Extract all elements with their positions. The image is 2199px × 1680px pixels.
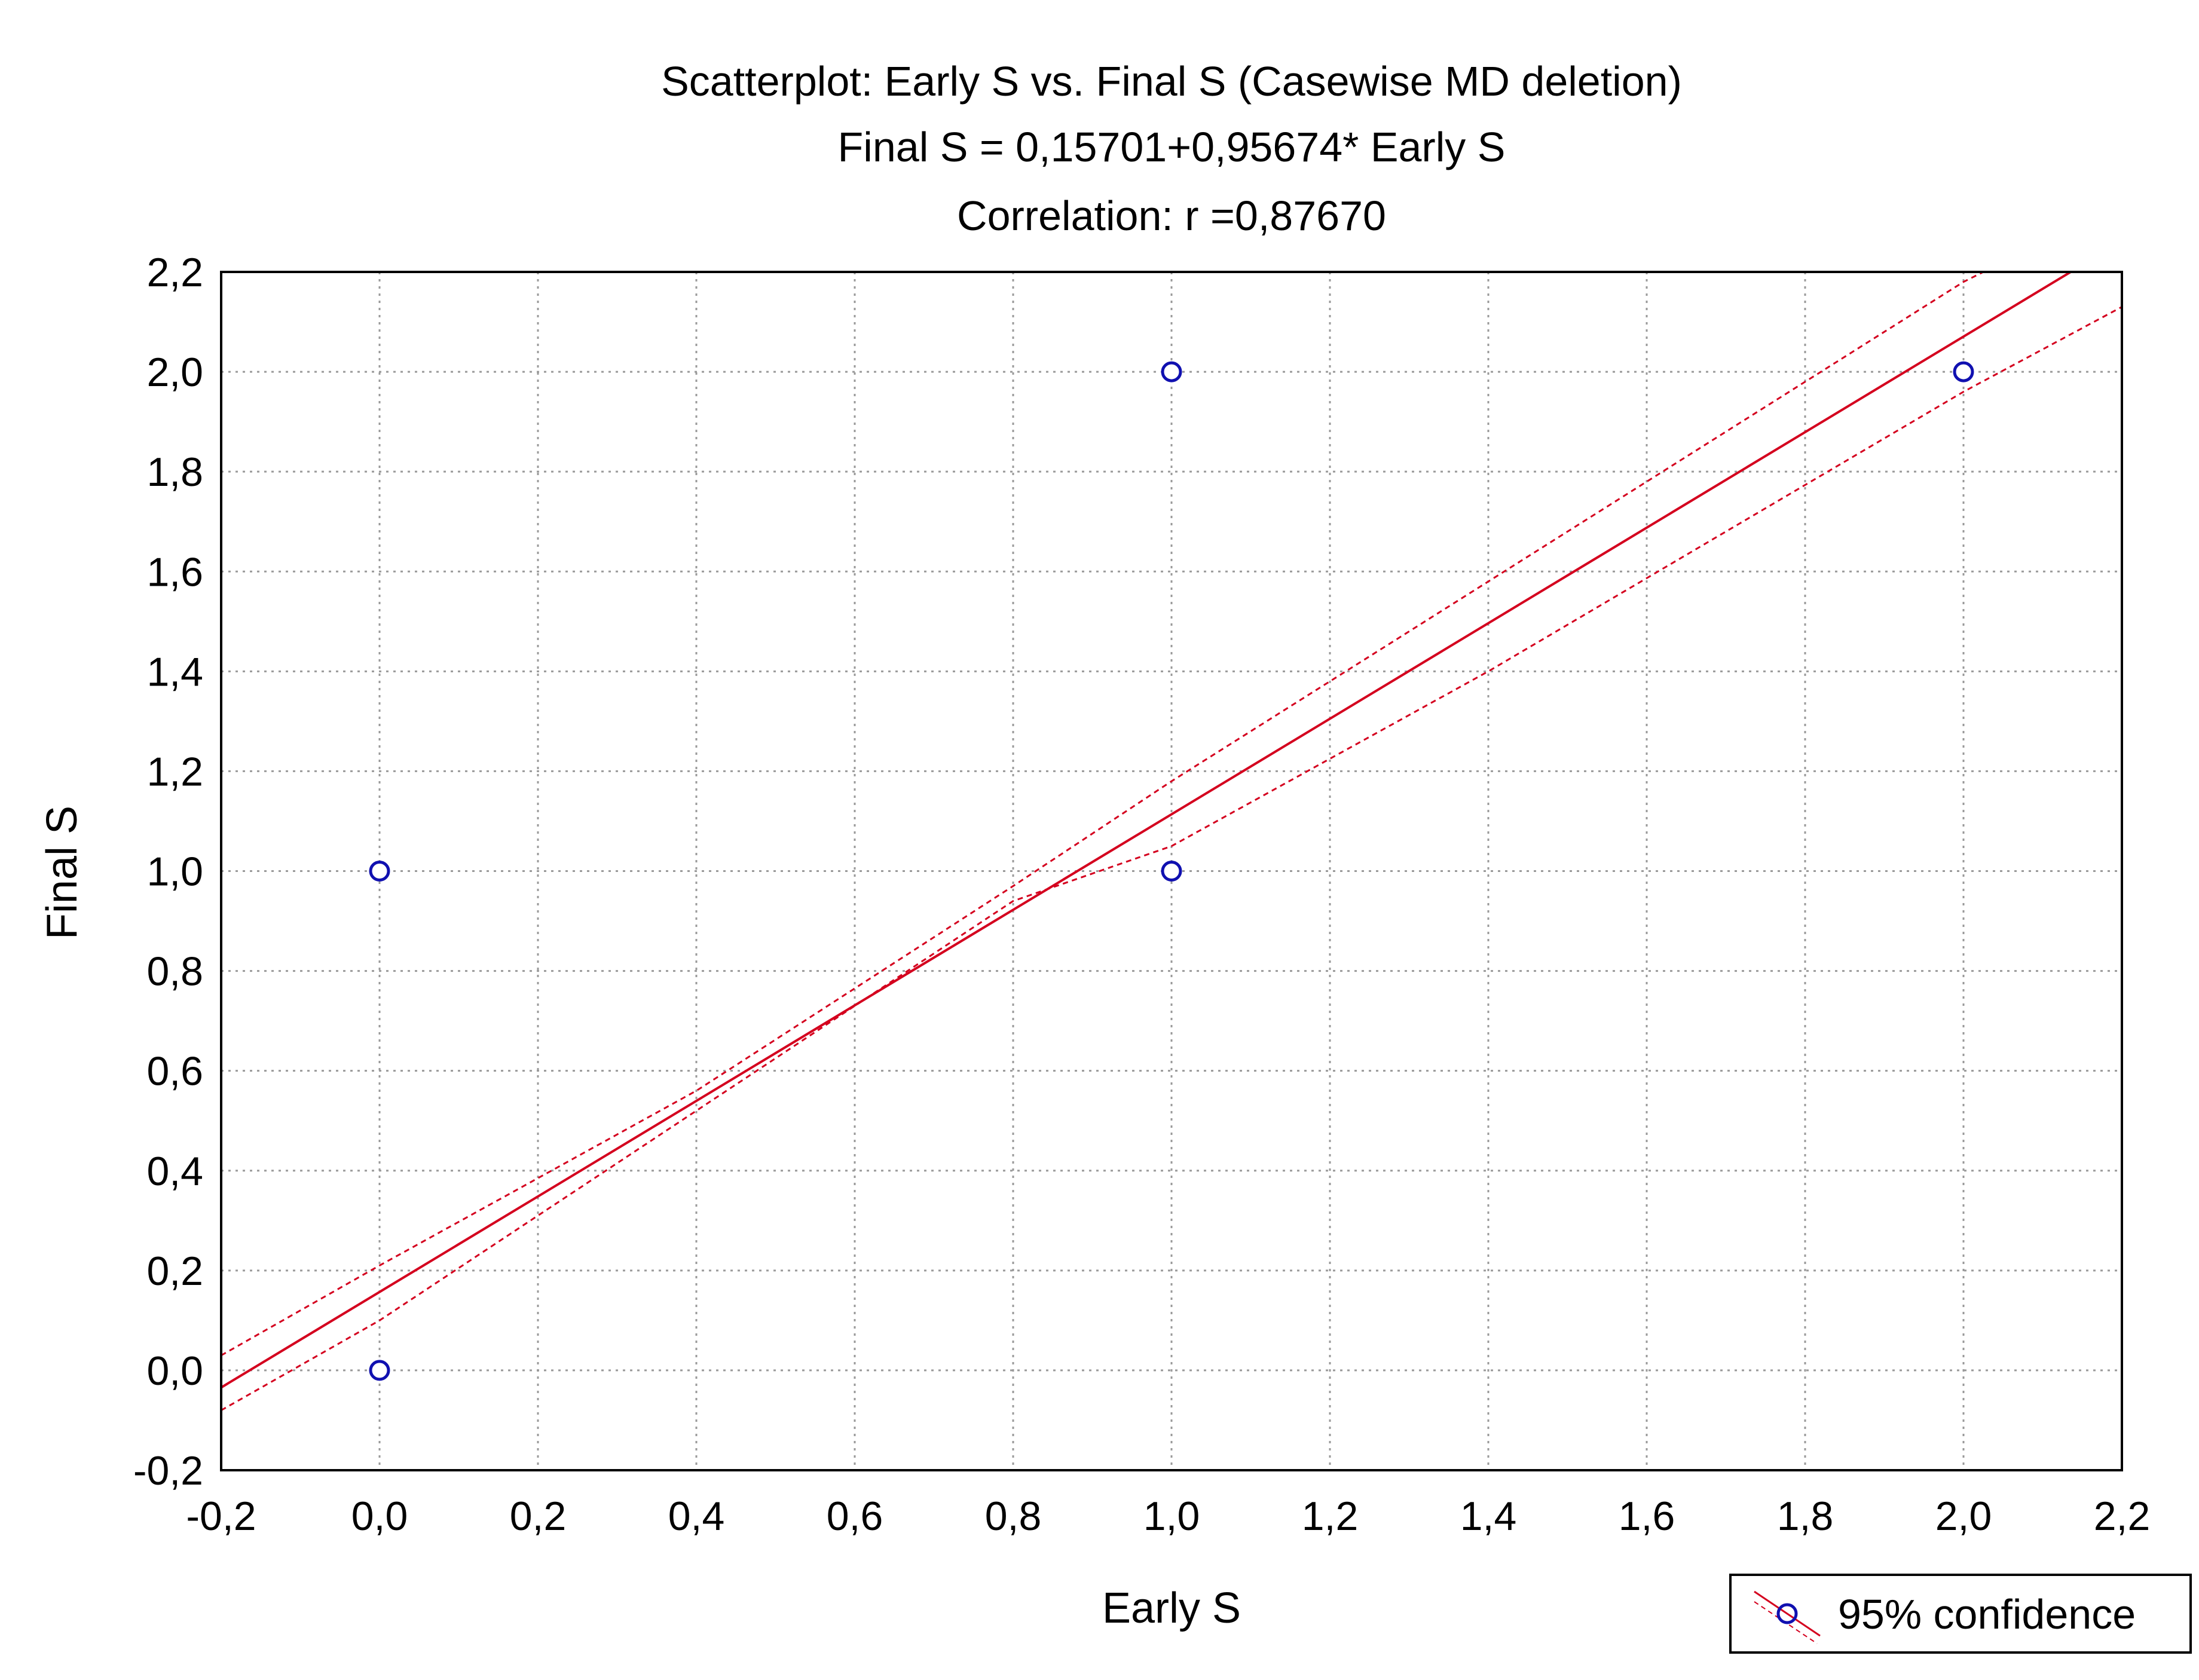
x-axis-label: Early S bbox=[1102, 1584, 1241, 1632]
x-tick-label: 1,4 bbox=[1460, 1494, 1517, 1539]
x-tick-label: 0,0 bbox=[351, 1494, 408, 1539]
chart-correlation: Correlation: r =0,87670 bbox=[957, 192, 1386, 239]
x-tick-labels: -0,2 0,0 0,2 0,4 0,6 0,8 1,0 1,2 1,4 1,6 1,8 2,0 2,2 bbox=[186, 1494, 2150, 1539]
y-tick-label: 1,2 bbox=[146, 749, 203, 794]
data-point bbox=[1161, 861, 1182, 882]
y-tick-label: 1,0 bbox=[146, 849, 203, 895]
y-tick-label: 0,8 bbox=[146, 949, 203, 994]
confidence-band-lower bbox=[221, 306, 2122, 1412]
data-point bbox=[369, 1360, 390, 1381]
x-tick-label: -0,2 bbox=[186, 1494, 256, 1539]
data-point bbox=[1161, 361, 1182, 382]
chart-title: Scatterplot: Early S vs. Final S (Casewi… bbox=[661, 58, 1682, 105]
data-point bbox=[1953, 361, 1974, 382]
legend-box bbox=[1729, 1574, 2192, 1654]
x-tick-label: 1,6 bbox=[1619, 1494, 1675, 1539]
x-tick-label: 0,4 bbox=[668, 1494, 725, 1539]
x-tick-label: 1,2 bbox=[1302, 1494, 1359, 1539]
y-tick-label: 1,4 bbox=[146, 649, 203, 694]
legend-marker-icon bbox=[1776, 1603, 1798, 1624]
x-tick-label: 0,6 bbox=[827, 1494, 883, 1539]
confidence-band-upper bbox=[221, 272, 1986, 1357]
y-tick-label: 0,6 bbox=[146, 1049, 203, 1094]
x-tick-label: 0,2 bbox=[510, 1494, 567, 1539]
legend: 95% confidence bbox=[1729, 1574, 2192, 1654]
data-points bbox=[369, 361, 1974, 1381]
x-tick-label: 1,8 bbox=[1777, 1494, 1834, 1539]
y-tick-label: 2,0 bbox=[146, 350, 203, 395]
x-tick-label: 2,2 bbox=[2094, 1494, 2151, 1539]
x-tick-label: 1,0 bbox=[1143, 1494, 1200, 1539]
x-tick-label: 2,0 bbox=[1935, 1494, 1992, 1539]
y-tick-labels: -0,2 0,0 0,2 0,4 0,6 0,8 1,0 1,2 1,4 1,6 1,8 2,0 2,2 bbox=[133, 250, 203, 1494]
legend-line-icon bbox=[1754, 1590, 1821, 1637]
plot-frame bbox=[220, 271, 2123, 1471]
regression-line-group bbox=[221, 272, 2073, 1389]
x-tick-label: 0,8 bbox=[985, 1494, 1042, 1539]
y-tick-label: 0,0 bbox=[146, 1348, 203, 1394]
y-tick-label: 1,8 bbox=[146, 449, 203, 495]
legend-label: 95% confidence bbox=[1838, 1591, 2136, 1638]
data-point bbox=[369, 861, 390, 882]
chart-subtitle: Final S = 0,15701+0,95674* Early S bbox=[838, 124, 1506, 170]
y-tick-label: 1,6 bbox=[146, 549, 203, 595]
y-tick-label: 0,4 bbox=[146, 1149, 203, 1194]
regression-line bbox=[221, 272, 2073, 1389]
y-tick-label: -0,2 bbox=[133, 1448, 203, 1494]
y-tick-label: 2,2 bbox=[146, 250, 203, 295]
grid-lines bbox=[221, 272, 2122, 1470]
y-axis-label: Final S bbox=[38, 806, 86, 940]
y-tick-label: 0,2 bbox=[146, 1248, 203, 1294]
confidence-band bbox=[221, 272, 2122, 1412]
